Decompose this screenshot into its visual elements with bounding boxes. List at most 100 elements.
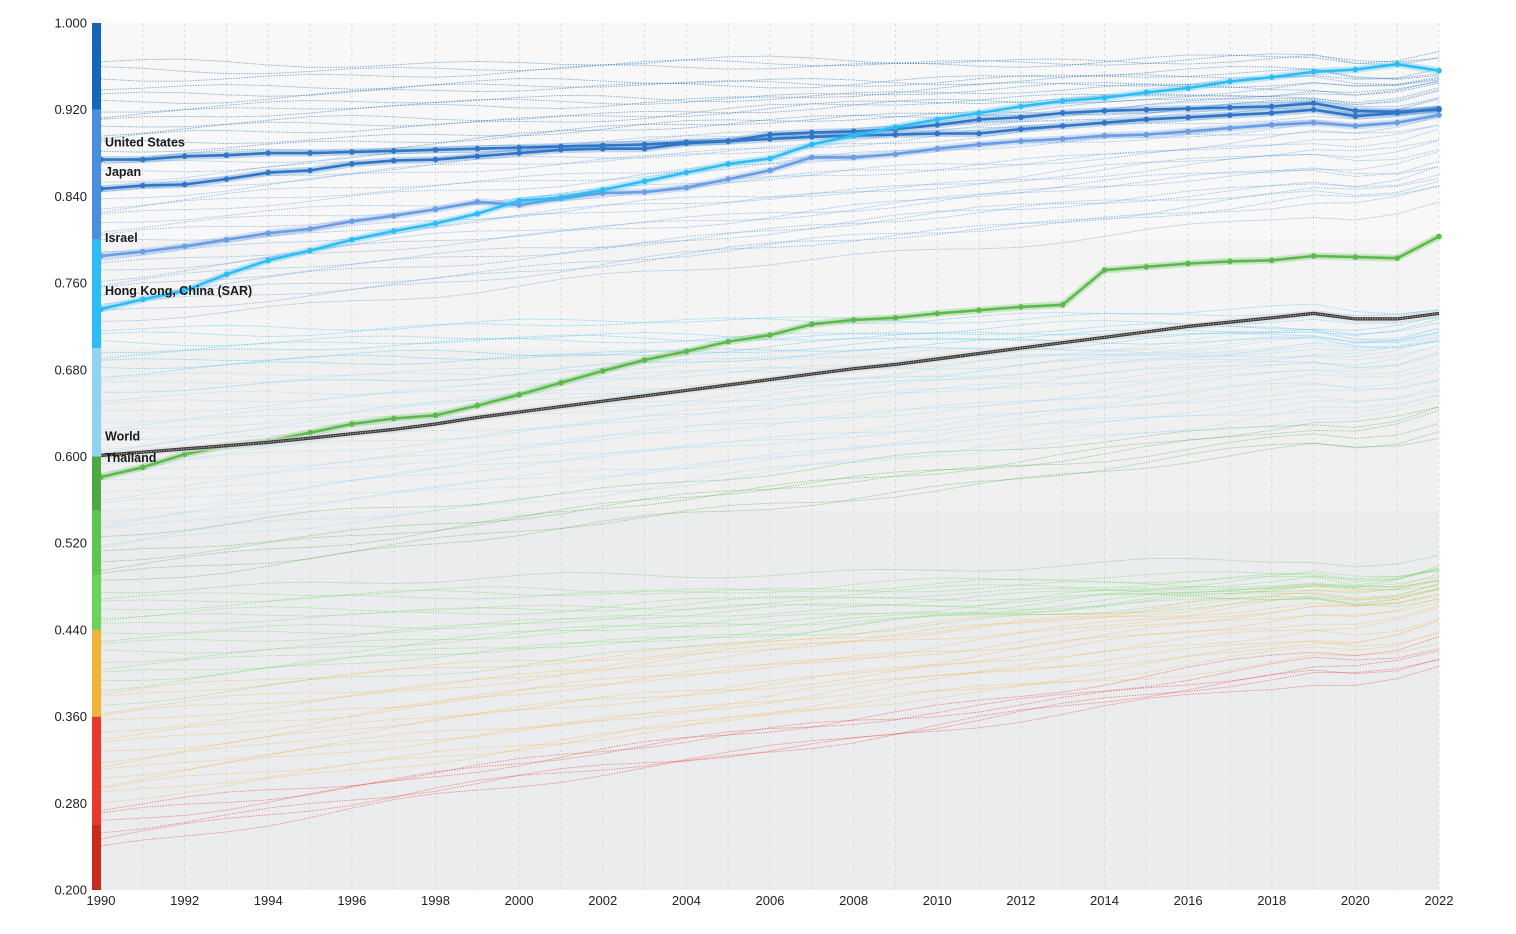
background-series-17: [100, 88, 1440, 183]
series-point-israel-1992: [181, 243, 188, 250]
series-point-japan-2020: [1352, 107, 1359, 114]
x-tick-label-2004: 2004: [672, 893, 701, 908]
background-series-91: [100, 578, 1440, 663]
color-scale-segment-0: [92, 824, 101, 890]
series-labels: United States Japan Israel Hong Kong, China…: [105, 136, 252, 466]
background-series-50: [100, 318, 1440, 393]
background-series-67: [100, 380, 1440, 504]
background-series-41: [100, 303, 1440, 337]
series-point-hong-kong-china-sar-2020: [1352, 66, 1359, 73]
series-point-thailand-2011: [976, 307, 982, 313]
background-series-36: [100, 185, 1440, 305]
background-series-71: [100, 386, 1440, 529]
series-point-japan-1997: [390, 157, 397, 164]
background-series-116: [100, 636, 1440, 821]
color-scale-segment-5: [92, 456, 101, 511]
background-series-51: [100, 340, 1440, 402]
color-scale-segment-1: [92, 716, 101, 825]
y-tick-label-0.280: 0.280: [54, 796, 87, 811]
series-point-japan-2008: [850, 128, 857, 135]
x-axis-ticks: 1990 1992 1994 1996 1998 2000 2002 2004 2006 2008…: [87, 893, 1454, 908]
series-point-israel-1998: [432, 206, 439, 213]
series-point-thailand-2016: [1185, 260, 1191, 267]
y-axis-ticks: 0.200 0.280 0.360 0.440 0.520 0.600 0.680 0.760…: [54, 16, 87, 898]
background-series-78: [100, 437, 1440, 574]
series-point-thailand-2000: [516, 391, 522, 398]
series-point-hong-kong-china-sar-2008: [850, 132, 857, 139]
series-point-japan-2017: [1227, 104, 1233, 111]
series-point-israel-2012: [1018, 138, 1024, 144]
background-series-119: [100, 658, 1440, 847]
series-point-hong-kong-china-sar-1999: [474, 210, 481, 217]
series-point-japan-2004: [683, 140, 690, 147]
series-point-thailand-2022: [1436, 233, 1442, 240]
background-series-29: [100, 139, 1440, 261]
x-tick-label-2002: 2002: [588, 893, 617, 908]
background-series-11: [100, 78, 1440, 140]
series-point-israel-1993: [223, 236, 230, 243]
series-point-hong-kong-china-sar-2016: [1185, 85, 1191, 91]
x-tick-label-2018: 2018: [1257, 893, 1286, 908]
y-tick-label-0.200: 0.200: [54, 883, 87, 898]
x-tick-label-1990: 1990: [87, 893, 116, 908]
x-tick-label-2020: 2020: [1341, 893, 1370, 908]
y-tick-label-0.760: 0.760: [54, 276, 87, 291]
x-tick-label-2000: 2000: [505, 893, 534, 908]
series-point-hong-kong-china-sar-1998: [432, 220, 439, 227]
series-point-united-states-1993: [223, 152, 230, 159]
series-point-israel-1995: [307, 226, 313, 232]
x-tick-label-2012: 2012: [1006, 893, 1035, 908]
background-series-73: [100, 398, 1440, 547]
background-series-83: [100, 567, 1440, 611]
series-point-hong-kong-china-sar-2005: [725, 161, 731, 167]
background-series-46: [100, 327, 1440, 369]
x-tick-label-2010: 2010: [923, 893, 952, 908]
background-series-100: [100, 580, 1440, 716]
series-point-thailand-2013: [1059, 301, 1066, 308]
background-series-105: [100, 618, 1440, 752]
y-tick-label-0.360: 0.360: [54, 709, 87, 724]
series-point-japan-2015: [1143, 106, 1150, 113]
background-series-87: [100, 587, 1440, 635]
series-point-united-states-2019: [1310, 106, 1317, 113]
series-point-hong-kong-china-sar-2019: [1310, 68, 1317, 75]
background-series-89: [100, 569, 1440, 645]
series-point-united-states-2010: [934, 130, 941, 137]
x-tick-label-1994: 1994: [254, 893, 283, 908]
series-point-israel-2005: [725, 176, 731, 182]
background-series-52: [100, 336, 1440, 405]
background-series-32: [100, 151, 1440, 282]
y-tick-label-0.840: 0.840: [54, 189, 87, 204]
background-series-93: [100, 597, 1440, 673]
series-point-israel-1991: [140, 248, 146, 255]
background-series-26: [100, 124, 1440, 236]
series-point-thailand-2002: [599, 368, 606, 374]
series-point-united-states-1994: [265, 150, 272, 156]
series-point-israel-2020: [1352, 123, 1359, 129]
background-series-115: [100, 648, 1440, 814]
series-label-japan: Japan: [105, 165, 141, 179]
series-point-thailand-2021: [1394, 255, 1400, 261]
x-tick-label-2008: 2008: [839, 893, 868, 908]
series-point-hong-kong-china-sar-1993: [223, 271, 230, 278]
series-point-japan-1995: [307, 167, 313, 174]
background-series-9: [100, 90, 1440, 128]
series-point-hong-kong-china-sar-2010: [934, 116, 941, 123]
series-point-hong-kong-china-sar-1996: [349, 236, 355, 243]
background-series-22: [100, 113, 1440, 213]
color-scale-segment-8: [92, 109, 101, 240]
series-point-hong-kong-china-sar-2003: [641, 178, 648, 185]
background-series-84: [100, 588, 1440, 620]
y-tick-label-1.000: 1.000: [54, 16, 87, 31]
series-point-thailand-2012: [1018, 304, 1024, 310]
series-point-united-states-2009: [892, 131, 899, 138]
series-point-thailand-2006: [767, 332, 773, 338]
background-series-20: [100, 96, 1440, 200]
series-point-thailand-2007: [809, 321, 815, 328]
series-point-united-states-2000: [516, 144, 522, 151]
series-point-united-states-2014: [1101, 119, 1108, 126]
series-point-israel-2015: [1143, 131, 1150, 138]
background-series-5: [100, 66, 1440, 104]
series-point-hong-kong-china-sar-2001: [558, 194, 564, 201]
background-series-101: [100, 573, 1440, 721]
